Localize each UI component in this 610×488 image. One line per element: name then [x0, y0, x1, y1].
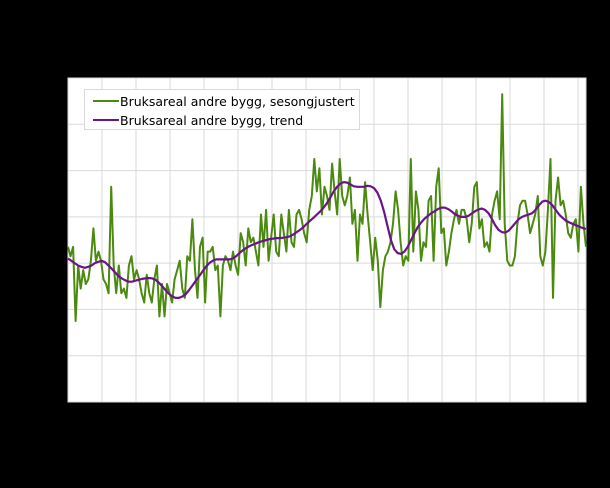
legend: Bruksareal andre bygg, sesongjustert Bru…	[84, 89, 360, 130]
legend-label: Bruksareal andre bygg, trend	[120, 112, 304, 128]
legend-item-trend: Bruksareal andre bygg, trend	[93, 111, 303, 129]
legend-swatch-green	[93, 100, 119, 102]
series-line-trend	[67, 181, 587, 299]
legend-item-sesongjustert: Bruksareal andre bygg, sesongjustert	[93, 92, 355, 110]
legend-label: Bruksareal andre bygg, sesongjustert	[120, 93, 355, 109]
plot-area	[68, 78, 586, 402]
legend-swatch-purple	[93, 119, 119, 121]
